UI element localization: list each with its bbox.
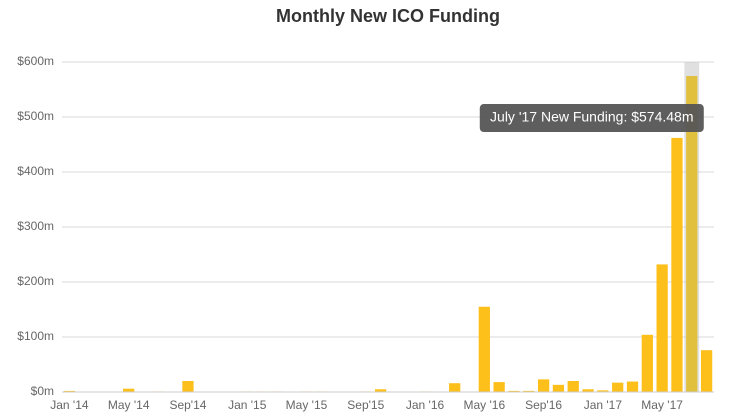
bar bbox=[374, 389, 387, 392]
bar bbox=[597, 390, 609, 392]
bar bbox=[641, 334, 653, 392]
bar bbox=[671, 137, 683, 392]
bar bbox=[552, 384, 565, 392]
bar bbox=[182, 381, 194, 392]
bar bbox=[493, 382, 505, 392]
bar bbox=[478, 306, 490, 392]
bar bbox=[567, 381, 579, 392]
x-tick-label: May '14 bbox=[108, 398, 150, 412]
bar bbox=[656, 264, 668, 392]
x-tick-label: Jan '16 bbox=[406, 398, 445, 412]
bar bbox=[508, 390, 520, 392]
x-tick-label: Jan '17 bbox=[584, 398, 623, 412]
y-tick-label: $300m bbox=[17, 219, 54, 233]
x-tick-label: Sep'15 bbox=[347, 398, 384, 412]
bar bbox=[63, 390, 76, 392]
bar bbox=[582, 389, 594, 392]
y-tick-label: $0m bbox=[31, 384, 54, 398]
x-tick-label: May '16 bbox=[463, 398, 505, 412]
tooltip-text: July '17 New Funding: $574.48m bbox=[490, 109, 693, 125]
x-tick-label: Sep'16 bbox=[525, 398, 562, 412]
y-tick-label: $200m bbox=[17, 274, 54, 288]
bar bbox=[612, 382, 624, 392]
y-tick-label: $500m bbox=[17, 109, 54, 123]
bar bbox=[700, 350, 713, 392]
x-tick-label: May '17 bbox=[641, 398, 683, 412]
y-tick-label: $600m bbox=[17, 54, 54, 68]
y-tick-label: $400m bbox=[17, 164, 54, 178]
bar bbox=[537, 379, 550, 392]
x-tick-label: May '15 bbox=[286, 398, 328, 412]
bar bbox=[449, 383, 461, 392]
bar bbox=[686, 76, 698, 392]
chart-title: Monthly New ICO Funding bbox=[276, 6, 500, 26]
bar bbox=[626, 381, 639, 392]
tooltip-box bbox=[479, 104, 704, 133]
x-tick-label: Jan '14 bbox=[50, 398, 89, 412]
bar bbox=[523, 390, 535, 392]
x-tick-label: Sep'14 bbox=[169, 398, 206, 412]
x-tick-label: Jan '15 bbox=[228, 398, 267, 412]
y-tick-label: $100m bbox=[17, 329, 54, 343]
bar bbox=[123, 388, 135, 392]
